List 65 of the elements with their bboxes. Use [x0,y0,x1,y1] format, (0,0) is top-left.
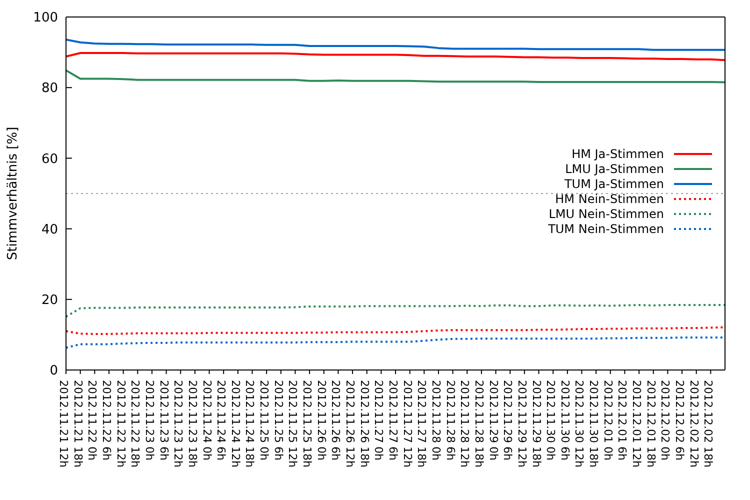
x-tick-label: 2012.12.02 12h [687,380,700,468]
x-tick-label: 2012.11.21 12h [57,380,70,468]
x-tick-label: 2012.11.27 12h [400,380,414,468]
legend-label: TUM Ja-Stimmen [564,176,664,190]
x-tick-label: 2012.11.22 18h [128,380,142,468]
x-tick-label: 2012.12.01 6h [616,380,629,460]
x-tick-label: 2012.11.26 18h [358,380,371,468]
x-tick-label: 2012.11.28 18h [472,380,486,468]
line-series [66,304,725,318]
x-tick-label: 2012.12.02 18h [702,380,715,468]
x-tick-label: 2012.11.28 6h [444,380,457,460]
y-tick-label: 20 [41,293,58,308]
x-tick-label: 2012.11.29 18h [530,380,543,468]
legend-label: TUM Nein-Stimmen [548,222,664,236]
legend-label: HM Ja-Stimmen [572,146,664,160]
x-tick-label: 2012.11.24 12h [228,380,242,468]
x-tick-label: 2012.12.01 12h [630,380,644,468]
x-tick-label: 2012.12.01 0h [601,380,614,460]
x-tick-label: 2012.11.24 0h [200,380,214,460]
x-tick-label: 2012.11.23 0h [142,380,156,460]
x-tick-label: 2012.11.29 12h [515,380,528,468]
x-tick-label: 2012.11.24 6h [214,380,228,460]
y-tick-label: 80 [41,81,58,96]
y-axis-title: Stimmverhältnis [%] [6,126,21,260]
line-series [66,52,725,62]
x-tick-label: 2012.11.29 0h [486,380,500,460]
x-tick-label: 2012.11.28 12h [458,380,472,468]
x-tick-label: 2012.11.23 6h [157,380,170,460]
x-tick-label: 2012.11.26 0h [314,380,328,460]
x-tick-label: 2012.11.24 18h [243,380,256,468]
x-tick-label: 2012.11.23 18h [186,380,199,468]
x-tick-label: 2012.11.25 18h [300,380,314,468]
x-tick-label: 2012.12.01 18h [644,380,658,468]
x-tick-label: 2012.11.25 12h [286,380,300,468]
x-tick-label: 2012.11.26 6h [329,380,342,460]
x-tick-label: 2012.12.02 0h [658,380,672,460]
legend-label: LMU Ja-Stimmen [565,162,664,176]
x-tick-label: 2012.11.30 18h [587,380,600,468]
legend-label: LMU Nein-Stimmen [548,206,664,220]
x-tick-label: 2012.11.22 12h [114,380,128,468]
x-tick-label: 2012.11.30 12h [572,380,586,468]
x-tick-label: 2012.11.22 6h [100,380,113,460]
x-tick-label: 2012.11.27 18h [415,380,428,468]
x-tick-label: 2012.11.30 0h [544,380,558,460]
x-tick-label: 2012.11.22 0h [86,380,99,460]
line-series [66,336,725,349]
y-tick-label: 0 [50,364,58,379]
legend-label: HM Nein-Stimmen [555,192,664,206]
x-tick-label: 2012.11.30 6h [558,380,572,460]
line-series [66,38,725,51]
y-tick-label: 60 [41,152,58,167]
y-tick-label: 100 [33,10,58,26]
y-tick-label: 40 [41,222,58,238]
x-tick-label: 2012.11.28 0h [429,380,442,460]
x-tick-label: 2012.11.29 6h [501,380,514,460]
line-series [66,326,725,335]
line-series [66,69,725,84]
x-tick-label: 2012.12.02 6h [673,380,686,460]
x-tick-label: 2012.11.27 6h [386,380,400,460]
x-tick-label: 2012.11.27 0h [372,380,386,460]
x-tick-label: 2012.11.25 0h [258,380,271,460]
x-tick-label: 2012.11.26 12h [344,380,357,468]
x-tick-label: 2012.11.23 12h [172,380,185,468]
x-tick-label: 2012.11.21 18h [71,380,84,468]
x-tick-label: 2012.11.25 6h [272,380,285,460]
